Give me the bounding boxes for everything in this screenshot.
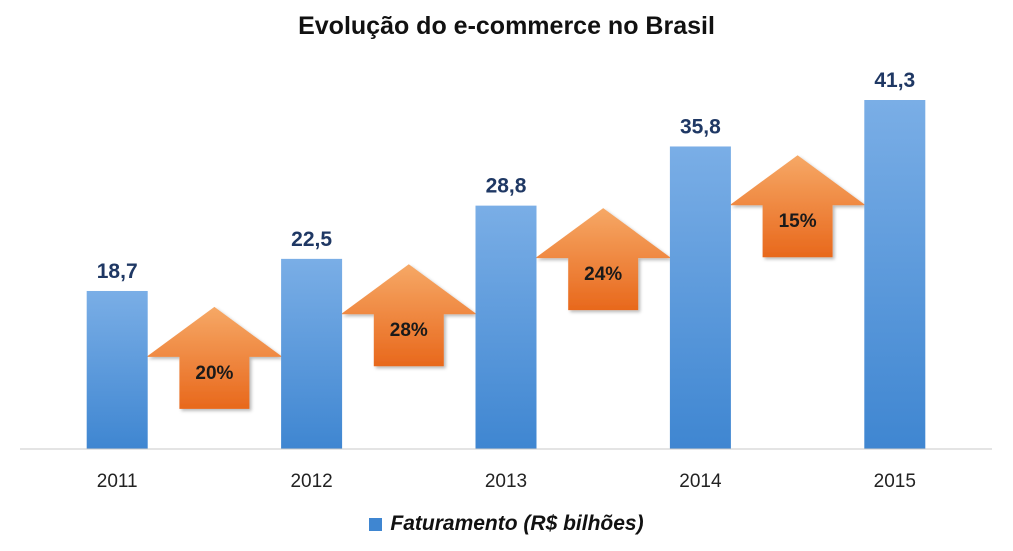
value-label-2011: 18,7 [97,260,138,283]
legend-label: Faturamento (R$ bilhões) [390,512,644,535]
x-tick-label-2012: 2012 [290,471,332,492]
value-label-2012: 22,5 [291,228,332,251]
growth-label-3: 24% [584,264,622,285]
growth-label-4: 15% [779,211,817,232]
legend: Faturamento (R$ bilhões) [0,512,1013,536]
growth-label-1: 20% [195,363,233,384]
bar-2013 [475,205,537,449]
growth-arrow-1 [146,306,283,409]
x-tick-label-2013: 2013 [485,471,527,492]
bar-2014 [669,146,731,450]
value-label-2014: 35,8 [680,115,721,138]
bar-2012 [281,258,343,449]
x-tick-label-2015: 2015 [874,471,916,492]
value-label-2015: 41,3 [874,69,915,92]
bar-2015 [864,100,926,449]
growth-arrow-2 [340,264,477,367]
bar-2011 [86,290,148,449]
x-tick-label-2011: 2011 [97,471,138,492]
chart-title: Evolução do e-commerce no Brasil [298,12,715,40]
growth-arrow-4 [729,155,866,258]
legend-swatch [369,517,383,531]
value-label-2013: 28,8 [486,175,527,198]
x-tick-label-2014: 2014 [679,471,722,492]
growth-label-2: 28% [390,320,428,341]
growth-arrow-3 [535,208,672,311]
